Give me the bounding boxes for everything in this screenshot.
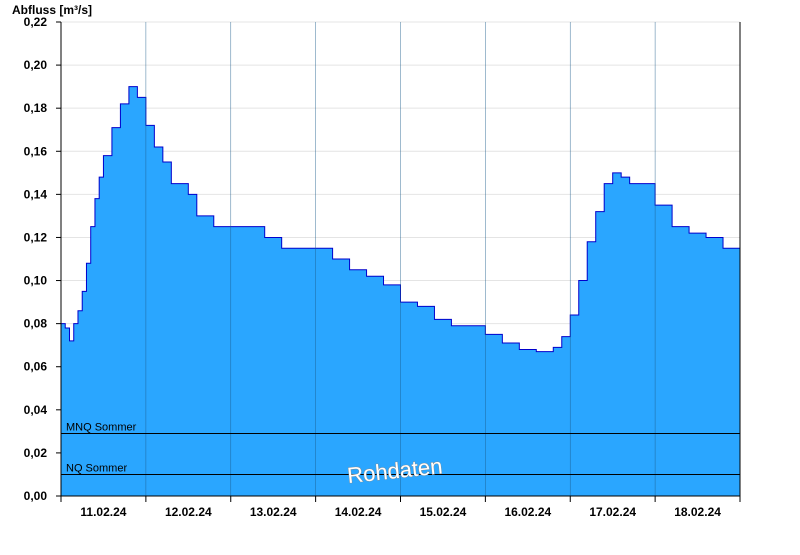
x-tick-label: 12.02.24 — [165, 505, 212, 519]
reference-label: MNQ Sommer — [66, 422, 137, 434]
y-tick-label: 0,02 — [24, 446, 48, 460]
x-tick-label: 17.02.24 — [589, 505, 636, 519]
x-tick-label: 11.02.24 — [80, 505, 126, 519]
y-tick-label: 0,20 — [24, 58, 48, 72]
y-tick-label: 0,04 — [24, 403, 48, 417]
x-tick-label: 15.02.24 — [420, 505, 467, 519]
x-tick-label: 16.02.24 — [504, 505, 551, 519]
series-line — [61, 86, 740, 353]
y-tick-label: 0,08 — [24, 317, 48, 331]
y-tick-label: 0,12 — [24, 230, 48, 244]
x-tick-label: 13.02.24 — [250, 505, 297, 519]
y-tick-label: 0,18 — [24, 101, 48, 115]
y-tick-label: 0,14 — [24, 187, 48, 201]
y-axis-label: Abfluss [m³/s] — [12, 3, 92, 17]
reference-label: NQ Sommer — [66, 462, 127, 474]
y-tick-label: 0,06 — [24, 360, 48, 374]
x-tick-label: 18.02.24 — [674, 505, 721, 519]
y-tick-label: 0,10 — [24, 274, 48, 288]
y-tick-label: 0,00 — [24, 489, 48, 503]
y-tick-label: 0,22 — [24, 15, 48, 29]
y-tick-label: 0,16 — [24, 144, 48, 158]
x-tick-label: 14.02.24 — [335, 505, 382, 519]
